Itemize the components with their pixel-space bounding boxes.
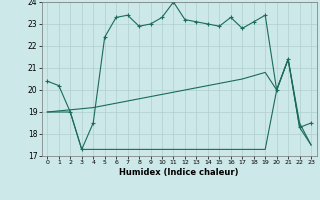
X-axis label: Humidex (Indice chaleur): Humidex (Indice chaleur) (119, 168, 239, 177)
